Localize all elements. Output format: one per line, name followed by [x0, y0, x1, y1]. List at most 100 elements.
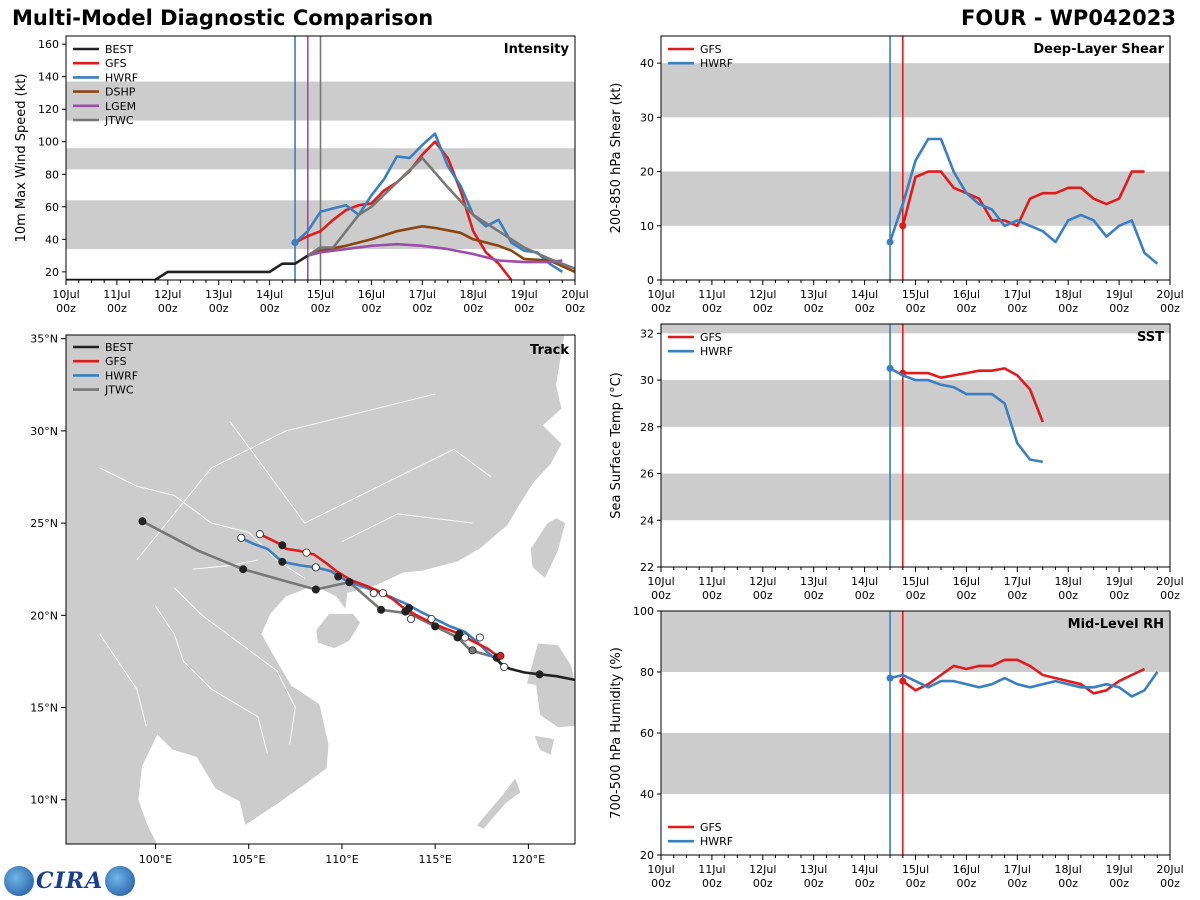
track-legend-label-best: BEST: [105, 341, 133, 354]
rh-xtick-label: 10Jul: [647, 863, 674, 876]
rh-ytick-label: 20: [640, 849, 654, 862]
intensity-xtick-label: 00z: [158, 302, 178, 315]
rh-xtick-label: 00z: [1109, 877, 1129, 890]
intensity-xtick-label: 11Jul: [103, 288, 130, 301]
intensity-legend-label-jtwc: JTWC: [104, 114, 134, 127]
sst-xtick-label: 10Jul: [647, 575, 674, 588]
sst-xtick-label: 18Jul: [1055, 575, 1082, 588]
intensity-ytick-label: 60: [45, 201, 59, 214]
shear-xtick-label: 17Jul: [1004, 288, 1031, 301]
shear-xtick-label: 00z: [1109, 302, 1129, 315]
shear-ytick-label: 10: [640, 220, 654, 233]
sst-line-gfs: [902, 367, 1045, 423]
shear-xtick-label: 19Jul: [1105, 288, 1132, 301]
rh-xtick-label: 18Jul: [1055, 863, 1082, 876]
intensity-legend-label-hwrf: HWRF: [105, 71, 138, 84]
intensity-xtick-label: 00z: [209, 302, 229, 315]
logo-text: CIRA: [36, 868, 104, 894]
intensity-xtick-label: 12Jul: [154, 288, 181, 301]
map-hainan: [315, 613, 362, 649]
rh-xtick-label: 20Jul: [1156, 863, 1183, 876]
sst-band-2: [661, 324, 1170, 334]
sst-xtick-label: 15Jul: [902, 575, 929, 588]
intensity-xtick-label: 19Jul: [510, 288, 537, 301]
sst-xtick-label: 14Jul: [851, 575, 878, 588]
shear-xtick-label: 00z: [804, 302, 824, 315]
shear-title: Deep-Layer Shear: [1033, 42, 1164, 57]
shear-xtick-label: 13Jul: [800, 288, 827, 301]
intensity-xtick-label: 16Jul: [358, 288, 385, 301]
intensity-ytick-label: 160: [38, 38, 59, 51]
track-marker-gfs: [278, 541, 287, 550]
rh-line-gfs: [902, 658, 1146, 695]
track-marker-gfs: [405, 603, 414, 612]
rh-xtick-label: 17Jul: [1004, 863, 1031, 876]
track-series-group: [138, 517, 575, 682]
shear-xtick-label: 00z: [957, 302, 977, 315]
intensity-line-jtwc: [307, 156, 575, 270]
rh-xtick-label: 00z: [906, 877, 926, 890]
page-title: Multi-Model Diagnostic Comparison: [12, 6, 434, 30]
shear-xtick-label: 20Jul: [1156, 288, 1183, 301]
rh-ytick-label: 60: [640, 727, 654, 740]
sst-xtick-label: 20Jul: [1156, 575, 1183, 588]
sst-xtick-label: 00z: [804, 589, 824, 602]
sst-band-0: [661, 473, 1170, 521]
shear-series-group: [886, 137, 1159, 265]
track-marker-best: [535, 670, 544, 679]
intensity-legend-label-dshp: DSHP: [105, 86, 136, 99]
track-line-best: [493, 655, 575, 682]
intensity-title: Intensity: [504, 42, 570, 57]
sst-ytick-label: 28: [640, 421, 654, 434]
map-taiwan: [529, 517, 567, 580]
sst-title: SST: [1137, 330, 1164, 345]
sst-xtick-label: 12Jul: [749, 575, 776, 588]
track-marker-hwrf: [406, 615, 415, 624]
track-marker-hwrf: [369, 589, 378, 598]
shear-xtick-label: 00z: [1058, 302, 1078, 315]
intensity-xtick-label: 00z: [56, 302, 76, 315]
map-border-3: [155, 605, 268, 754]
intensity-line-hwrf: [294, 132, 564, 273]
rh-xtick-label: 15Jul: [902, 863, 929, 876]
track-marker-gfs: [255, 530, 264, 539]
sst-xtick-label: 00z: [753, 589, 773, 602]
shear-xtick-label: 00z: [651, 302, 671, 315]
intensity-line-lgem: [307, 242, 563, 264]
rh-xtick-label: 14Jul: [851, 863, 878, 876]
shear-ylabel: 200-850 hPa Shear (kt): [609, 83, 624, 234]
track-ytick-label: 30°N: [30, 425, 58, 438]
rh-xtick-label: 00z: [855, 877, 875, 890]
rh-xtick-label: 00z: [804, 877, 824, 890]
rh-ytick-label: 40: [640, 788, 654, 801]
track-marker-hwrf: [237, 533, 246, 542]
rh-legend-label-gfs: GFS: [700, 821, 722, 834]
sst-xtick-label: 00z: [957, 589, 977, 602]
map-border-7: [99, 633, 147, 727]
intensity-xtick-label: 00z: [463, 302, 483, 315]
track-marker-hwrf: [334, 572, 343, 581]
intensity-ytick-label: 40: [45, 233, 59, 246]
track-ytick-label: 10°N: [30, 794, 58, 807]
rh-xtick-label: 00z: [1007, 877, 1027, 890]
rh-start-hwrf: [886, 674, 894, 682]
intensity-line-dshp: [307, 225, 575, 274]
track-marker-jtwc: [468, 646, 477, 655]
intensity-legend-label-gfs: GFS: [105, 57, 127, 70]
intensity-start-hwrf: [291, 239, 299, 247]
track-marker-hwrf: [427, 615, 436, 624]
rh-xtick-label: 00z: [651, 877, 671, 890]
map-mindoro: [533, 734, 555, 757]
sst-start-hwrf: [886, 364, 894, 372]
shear-xtick-label: 10Jul: [647, 288, 674, 301]
track-ytick-label: 15°N: [30, 702, 58, 715]
track-marker-hwrf: [278, 557, 287, 566]
sst-ytick-label: 32: [640, 327, 654, 340]
map-border-0: [99, 467, 305, 579]
shear-xtick-label: 00z: [753, 302, 773, 315]
track-frame: [65, 334, 576, 845]
rh-xtick-label: 00z: [1058, 877, 1078, 890]
sst-xtick-label: 00z: [855, 589, 875, 602]
map-border-4: [136, 393, 436, 561]
intensity-ytick-label: 120: [38, 103, 59, 116]
